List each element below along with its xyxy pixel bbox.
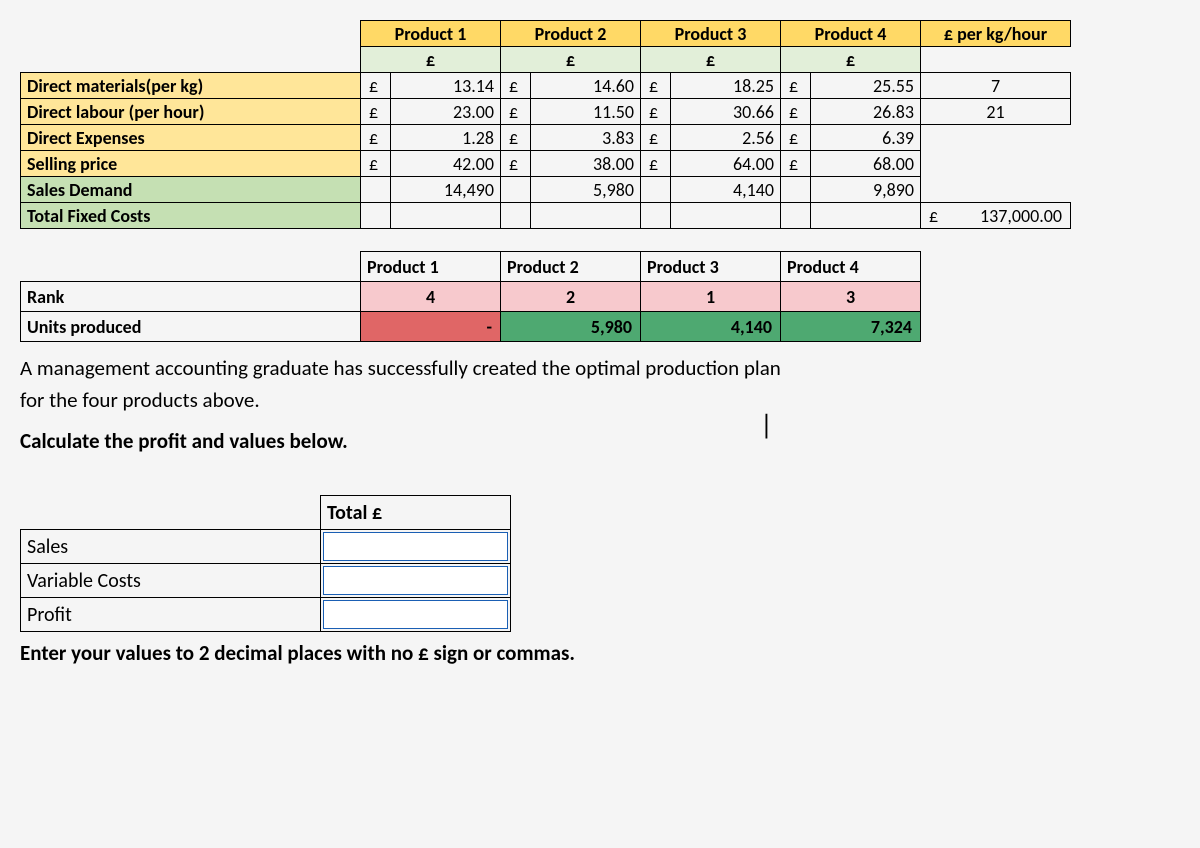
cell-value: 2.56 [671, 125, 781, 151]
cell-value: 4,140 [641, 312, 781, 342]
answer-row-label: Variable Costs [21, 564, 321, 598]
cell-value: 14.60 [531, 73, 641, 99]
row-label: Rank [21, 282, 361, 312]
cell-value: 42.00 [391, 151, 501, 177]
cell-value: 2 [501, 282, 641, 312]
variable-costs-input[interactable] [323, 566, 508, 595]
cell-value: 11.50 [531, 99, 641, 125]
cell-value: 1.28 [391, 125, 501, 151]
prose-line: A management accounting graduate has suc… [20, 354, 1160, 382]
cell-value: 14,490 [391, 177, 501, 203]
cell-value [531, 203, 641, 229]
cell-value: 68.00 [811, 151, 921, 177]
prose-line: for the four products above. [20, 386, 1160, 414]
answer-table: Total £ SalesVariable CostsProfit [20, 495, 511, 632]
sales-input[interactable] [323, 532, 508, 561]
cell-value: 6.39 [811, 125, 921, 151]
cell-value: 3.83 [531, 125, 641, 151]
profit-input[interactable] [323, 600, 508, 629]
cell-value [811, 203, 921, 229]
cell-value [671, 203, 781, 229]
cell-value [391, 203, 501, 229]
cell-value: 5,980 [531, 177, 641, 203]
cost-table: Product 1 Product 2 Product 3 Product 4 … [20, 20, 1071, 229]
row-label: Selling price [21, 151, 361, 177]
cell-value: 30.66 [671, 99, 781, 125]
row-label: Sales Demand [21, 177, 361, 203]
col-header: Product 1 [361, 21, 501, 47]
row-label: Direct Expenses [21, 125, 361, 151]
cell-value: 13.14 [391, 73, 501, 99]
cell-value: 4 [361, 282, 501, 312]
rank-table: Product 1 Product 2 Product 3 Product 4 … [20, 251, 921, 342]
cell-value: 23.00 [391, 99, 501, 125]
per-header: £ per kg/hour [921, 21, 1071, 47]
col-header: Product 2 [501, 21, 641, 47]
cell-value: 25.55 [811, 73, 921, 99]
calc-instruction: Calculate the profit and values below. [20, 427, 1160, 455]
cell-value: 26.83 [811, 99, 921, 125]
cell-value: 18.25 [671, 73, 781, 99]
total-header: Total £ [321, 496, 511, 530]
cell-value: 7,324 [781, 312, 921, 342]
cell-value: 38.00 [531, 151, 641, 177]
cell-value: 3 [781, 282, 921, 312]
footer-instruction: Enter your values to 2 decimal places wi… [20, 640, 1160, 666]
row-label: Direct labour (per hour) [21, 99, 361, 125]
col-header: Product 4 [781, 21, 921, 47]
cell-value: 64.00 [671, 151, 781, 177]
row-label: Total Fixed Costs [21, 203, 361, 229]
cell-value: 1 [641, 282, 781, 312]
cell-value: 5,980 [501, 312, 641, 342]
cell-value: 9,890 [811, 177, 921, 203]
answer-row-label: Profit [21, 598, 321, 632]
text-cursor: | [760, 407, 773, 442]
row-label: Direct materials(per kg) [21, 73, 361, 99]
col-header: Product 3 [641, 21, 781, 47]
cell-value: 4,140 [671, 177, 781, 203]
row-label: Units produced [21, 312, 361, 342]
answer-row-label: Sales [21, 530, 321, 564]
cell-value: - [361, 312, 501, 342]
